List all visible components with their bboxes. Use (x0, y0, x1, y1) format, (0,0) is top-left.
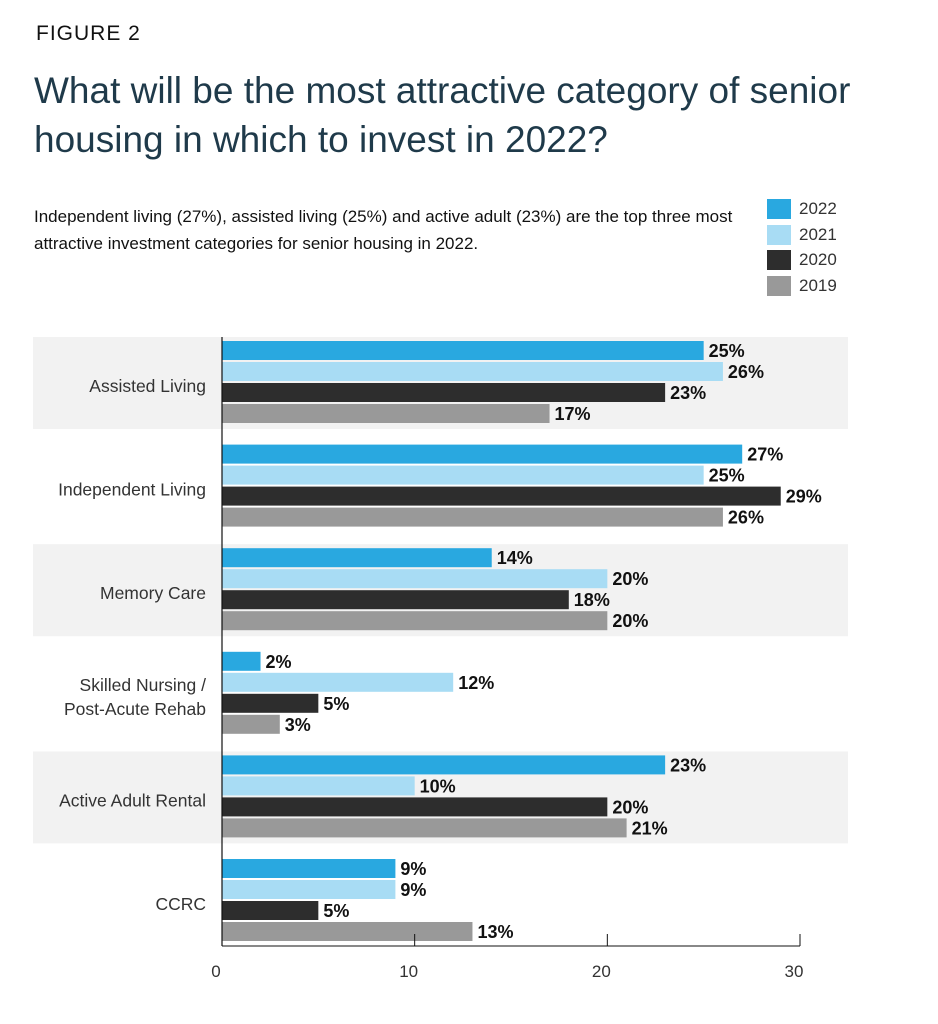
bar-2022 (222, 755, 666, 775)
x-tick-label: 0 (211, 962, 220, 981)
chart-title: What will be the most attractive categor… (34, 70, 851, 160)
x-tick-label: 20 (592, 962, 611, 981)
legend-swatch (767, 275, 791, 296)
bar-2020 (222, 383, 666, 402)
bar-2020 (222, 693, 319, 713)
data-label: 9% (400, 859, 426, 879)
data-label: 21% (632, 818, 668, 838)
data-label: 20% (612, 797, 648, 817)
category-label: Memory Care (100, 583, 206, 603)
data-label: 5% (323, 694, 349, 714)
bar-2021 (222, 776, 415, 796)
legend-label: 2021 (799, 224, 837, 244)
category-label: Active Adult Rental (59, 790, 206, 810)
bar-2019 (222, 611, 608, 631)
data-label: 27% (747, 445, 783, 465)
data-label: 14% (497, 548, 533, 568)
bar-2019 (222, 507, 723, 527)
data-label: 9% (400, 880, 426, 900)
legend-label: 2019 (799, 275, 837, 295)
data-label: 23% (670, 383, 706, 403)
data-label: 20% (612, 611, 648, 631)
data-label: 26% (728, 362, 764, 382)
category-label: Skilled Nursing / (80, 675, 207, 695)
category-label: Assisted Living (89, 376, 206, 396)
bar-2019 (222, 404, 550, 423)
figure-label: FIGURE 2 (36, 22, 141, 45)
bar-2022 (222, 651, 261, 671)
legend-label: 2022 (799, 199, 837, 218)
bar-2019 (222, 714, 280, 734)
data-label: 2% (266, 652, 292, 672)
data-label: 18% (574, 590, 610, 610)
data-label: 12% (458, 673, 494, 693)
data-label: 10% (420, 776, 456, 796)
data-label: 23% (670, 755, 706, 775)
bar-2020 (222, 486, 781, 506)
legend-swatch (767, 250, 791, 270)
data-label: 20% (612, 569, 648, 589)
bar-2021 (222, 362, 723, 381)
data-label: 25% (709, 341, 745, 361)
bar-2021 (222, 569, 608, 589)
data-label: 3% (285, 715, 311, 735)
bar-2022 (222, 548, 492, 568)
chart-subtitle: Independent living (27%), assisted livin… (34, 207, 733, 253)
x-tick-label: 30 (785, 962, 804, 981)
bar-2019 (222, 922, 473, 941)
bar-2021 (222, 465, 704, 485)
category-label: Post-Acute Rehab (64, 699, 206, 719)
bar-2020 (222, 797, 608, 817)
bar-2019 (222, 818, 627, 838)
bar-2022 (222, 341, 704, 360)
legend-label: 2020 (799, 250, 837, 269)
legend-swatch (767, 224, 791, 245)
category-label: Independent Living (58, 480, 206, 500)
data-label: 17% (555, 404, 591, 424)
bar-2022 (222, 859, 396, 878)
category-label: CCRC (155, 894, 206, 914)
x-tick-label: 10 (399, 962, 418, 981)
bar-2020 (222, 901, 319, 920)
bar-2021 (222, 880, 396, 899)
bar-2020 (222, 590, 569, 610)
legend-swatch (767, 199, 791, 219)
data-label: 26% (728, 508, 764, 528)
data-label: 5% (323, 901, 349, 921)
data-label: 25% (709, 466, 745, 486)
data-label: 29% (786, 487, 822, 507)
bar-2022 (222, 444, 743, 464)
bar-2021 (222, 672, 454, 692)
data-label: 13% (477, 922, 513, 942)
